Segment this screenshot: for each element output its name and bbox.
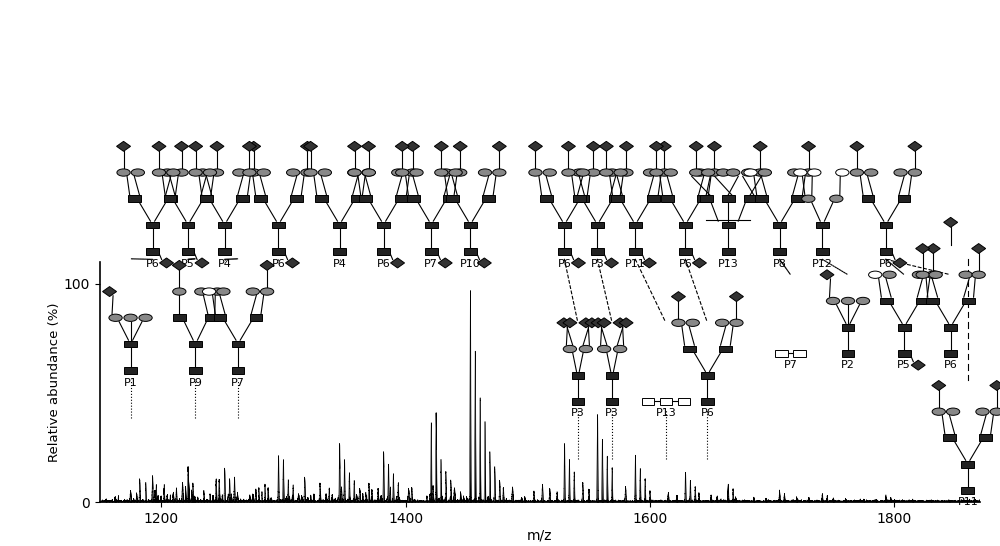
Text: P13: P13 <box>656 408 676 418</box>
Text: P10: P10 <box>460 259 481 269</box>
Text: P2: P2 <box>841 360 855 370</box>
Text: P6: P6 <box>272 259 285 269</box>
Text: P3: P3 <box>605 408 619 418</box>
X-axis label: m/z: m/z <box>527 529 553 543</box>
Text: P9: P9 <box>188 378 202 388</box>
Text: P3: P3 <box>591 259 604 269</box>
Text: P5: P5 <box>897 360 911 370</box>
Text: P12: P12 <box>812 259 833 269</box>
Text: P7: P7 <box>231 378 245 388</box>
Text: P6: P6 <box>146 259 159 269</box>
Text: P13: P13 <box>718 259 739 269</box>
Text: P6: P6 <box>879 259 893 269</box>
Text: P6: P6 <box>944 360 958 370</box>
Text: P11: P11 <box>625 259 646 269</box>
Text: P1: P1 <box>124 378 137 388</box>
Text: P7: P7 <box>424 259 438 269</box>
Text: P3: P3 <box>571 408 585 418</box>
Text: P4: P4 <box>333 259 346 269</box>
Text: P6: P6 <box>558 259 571 269</box>
Text: P6: P6 <box>679 259 692 269</box>
Text: P7: P7 <box>784 360 797 370</box>
Text: P5: P5 <box>181 259 195 269</box>
Text: P6: P6 <box>377 259 390 269</box>
Text: P11: P11 <box>957 497 978 507</box>
Text: P6: P6 <box>701 408 714 418</box>
Text: P4: P4 <box>218 259 232 269</box>
Text: P8: P8 <box>773 259 786 269</box>
Y-axis label: Relative abundance (%): Relative abundance (%) <box>48 302 61 462</box>
